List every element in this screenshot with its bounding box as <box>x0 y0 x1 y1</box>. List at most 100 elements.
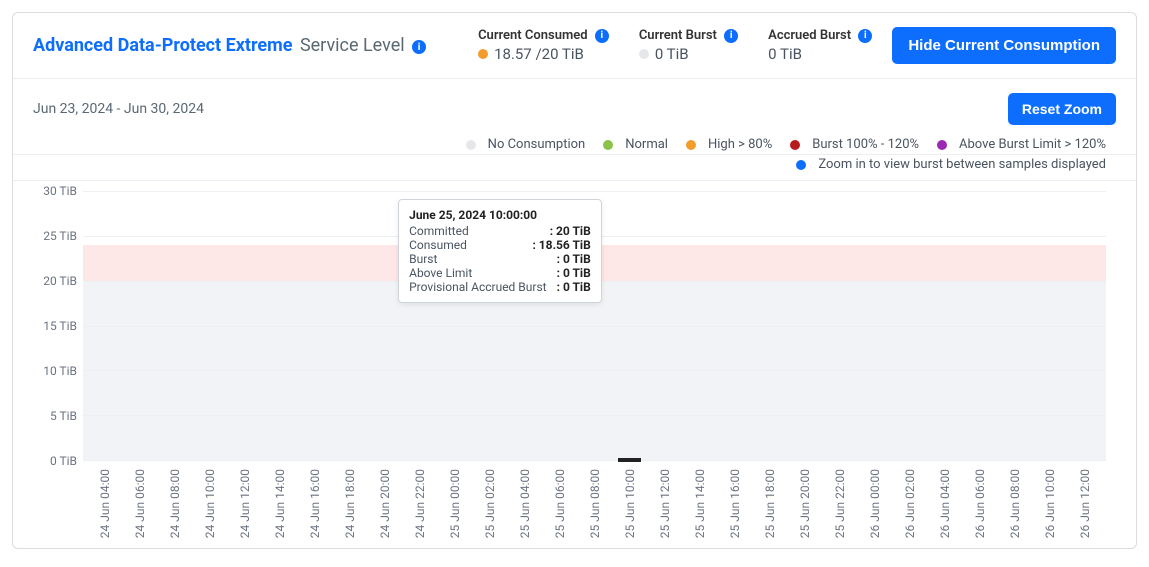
x-tick-label: 24 Jun 18:00 <box>343 469 357 538</box>
x-tick: 25 Jun 12:00 <box>647 461 682 538</box>
metric-label: Accrued Burst i <box>768 28 872 43</box>
legend-label: Normal <box>625 137 668 152</box>
legend-label: Burst 100% - 120% <box>812 137 919 152</box>
x-tick: 26 Jun 08:00 <box>997 461 1032 538</box>
metric-value-text: 0 TiB <box>768 45 802 63</box>
x-tick-label: 25 Jun 14:00 <box>693 469 707 538</box>
x-tick-label: 26 Jun 00:00 <box>868 469 882 538</box>
x-tick: 24 Jun 12:00 <box>227 461 262 538</box>
header-metrics: Current Consumed i18.57 /20 TiB Current B… <box>478 28 872 63</box>
reset-zoom-button[interactable]: Reset Zoom <box>1008 93 1116 125</box>
title-primary: Advanced Data-Protect Extreme <box>33 35 292 56</box>
chart-tooltip: June 25, 2024 10:00:00Committed: 20 TiBC… <box>398 199 602 303</box>
panel-header: Advanced Data-Protect Extreme Service Le… <box>13 13 1136 79</box>
x-tick-label: 26 Jun 02:00 <box>903 469 917 538</box>
x-tick: 25 Jun 06:00 <box>542 461 577 538</box>
metric-label: Current Consumed i <box>478 28 609 43</box>
x-tick: 24 Jun 14:00 <box>262 461 297 538</box>
y-tick-label: 10 TiB <box>43 364 77 378</box>
legend-dot-icon <box>790 140 800 150</box>
x-tick-label: 26 Jun 06:00 <box>973 469 987 538</box>
tooltip-row-label: Provisional Accrued Burst <box>409 280 546 294</box>
x-tick-label: 24 Jun 14:00 <box>273 469 287 538</box>
header-metric: Current Consumed i18.57 /20 TiB <box>478 28 609 63</box>
x-tick-label: 25 Jun 20:00 <box>798 469 812 538</box>
x-tick: 24 Jun 08:00 <box>157 461 192 538</box>
x-tick-label: 25 Jun 18:00 <box>763 469 777 538</box>
x-tick: 24 Jun 04:00 <box>87 461 122 538</box>
x-tick-label: 26 Jun 12:00 <box>1078 469 1092 538</box>
x-tick: 25 Jun 08:00 <box>577 461 612 538</box>
tooltip-row-label: Committed <box>409 224 469 238</box>
x-tick: 25 Jun 16:00 <box>717 461 752 538</box>
y-tick-label: 25 TiB <box>43 229 77 243</box>
x-tick: 25 Jun 10:00 <box>612 461 647 538</box>
x-tick-label: 25 Jun 10:00 <box>623 469 637 538</box>
legend-hint-label: Zoom in to view burst between samples di… <box>818 157 1106 172</box>
chart-area: 0 TiB5 TiB10 TiB15 TiB20 TiB25 TiB30 TiB… <box>13 181 1136 548</box>
tooltip-row: Provisional Accrued Burst : 0 TiB <box>409 280 591 294</box>
x-tick-label: 24 Jun 08:00 <box>168 469 182 538</box>
x-tick-label: 25 Jun 12:00 <box>658 469 672 538</box>
legend-item: Above Burst Limit > 120% <box>937 137 1106 152</box>
legend-dot-icon <box>466 140 476 150</box>
tooltip-row-value: : 0 TiB <box>557 280 591 294</box>
legend-item: Burst 100% - 120% <box>790 137 919 152</box>
legend-item: High > 80% <box>686 137 772 152</box>
hide-consumption-button[interactable]: Hide Current Consumption <box>892 27 1116 64</box>
capacity-chart-panel: Advanced Data-Protect Extreme Service Le… <box>12 12 1137 549</box>
info-icon[interactable]: i <box>858 29 872 43</box>
legend-dot-icon <box>937 140 947 150</box>
y-tick-label: 5 TiB <box>50 409 77 423</box>
x-tick-label: 24 Jun 10:00 <box>203 469 217 538</box>
x-tick: 24 Jun 20:00 <box>367 461 402 538</box>
x-tick-label: 24 Jun 20:00 <box>378 469 392 538</box>
x-tick: 24 Jun 06:00 <box>122 461 157 538</box>
tooltip-row-label: Above Limit <box>409 266 472 280</box>
y-tick-label: 15 TiB <box>43 319 77 333</box>
x-tick: 25 Jun 20:00 <box>787 461 822 538</box>
legend-label: Above Burst Limit > 120% <box>959 137 1106 152</box>
panel-title: Advanced Data-Protect Extreme Service Le… <box>33 35 478 56</box>
x-tick: 24 Jun 16:00 <box>297 461 332 538</box>
metric-label: Current Burst i <box>639 28 738 43</box>
tooltip-row-value: : 20 TiB <box>550 224 591 238</box>
x-axis: 24 Jun 04:00 24 Jun 06:00 24 Jun 08:00 24 J… <box>83 461 1106 538</box>
y-tick-label: 0 TiB <box>50 454 77 468</box>
x-tick-label: 25 Jun 02:00 <box>483 469 497 538</box>
date-range-label: Jun 23, 2024 - Jun 30, 2024 <box>33 101 1008 117</box>
x-tick-label: 25 Jun 06:00 <box>553 469 567 538</box>
chart-legend-hint: Zoom in to view burst between samples di… <box>13 155 1136 181</box>
info-icon[interactable]: i <box>595 29 609 43</box>
x-tick: 24 Jun 10:00 <box>192 461 227 538</box>
x-tick: 25 Jun 18:00 <box>752 461 787 538</box>
legend-label: No Consumption <box>488 137 586 152</box>
x-tick-label: 25 Jun 16:00 <box>728 469 742 538</box>
legend-dot-icon <box>686 140 696 150</box>
x-tick-label: 24 Jun 06:00 <box>133 469 147 538</box>
x-tick-label: 26 Jun 04:00 <box>938 469 952 538</box>
x-tick-label: 24 Jun 04:00 <box>98 469 112 538</box>
tooltip-row-label: Burst <box>409 252 437 266</box>
legend-hint-item: Zoom in to view burst between samples di… <box>796 157 1106 172</box>
x-tick-label: 25 Jun 08:00 <box>588 469 602 538</box>
tooltip-row-value: : 0 TiB <box>557 266 591 280</box>
info-icon[interactable]: i <box>412 40 426 54</box>
x-tick-label: 24 Jun 16:00 <box>308 469 322 538</box>
x-tick: 26 Jun 12:00 <box>1067 461 1102 538</box>
x-tick: 24 Jun 22:00 <box>402 461 437 538</box>
x-tick: 25 Jun 14:00 <box>682 461 717 538</box>
x-tick-label: 25 Jun 00:00 <box>448 469 462 538</box>
title-secondary: Service Level <box>300 35 405 56</box>
metric-dot-icon <box>478 49 488 59</box>
bar-chart[interactable]: 0 TiB5 TiB10 TiB15 TiB20 TiB25 TiB30 TiB… <box>33 191 1106 461</box>
y-tick-label: 30 TiB <box>43 184 77 198</box>
x-tick: 25 Jun 02:00 <box>472 461 507 538</box>
tooltip-row: Committed : 20 TiB <box>409 224 591 238</box>
x-tick: 26 Jun 00:00 <box>857 461 892 538</box>
legend-label: High > 80% <box>708 137 772 152</box>
x-tick: 25 Jun 04:00 <box>507 461 542 538</box>
info-icon[interactable]: i <box>724 29 738 43</box>
chart-subheader: Jun 23, 2024 - Jun 30, 2024 Reset Zoom <box>13 79 1136 131</box>
plot-area[interactable]: June 25, 2024 10:00:00Committed: 20 TiBC… <box>83 191 1106 461</box>
